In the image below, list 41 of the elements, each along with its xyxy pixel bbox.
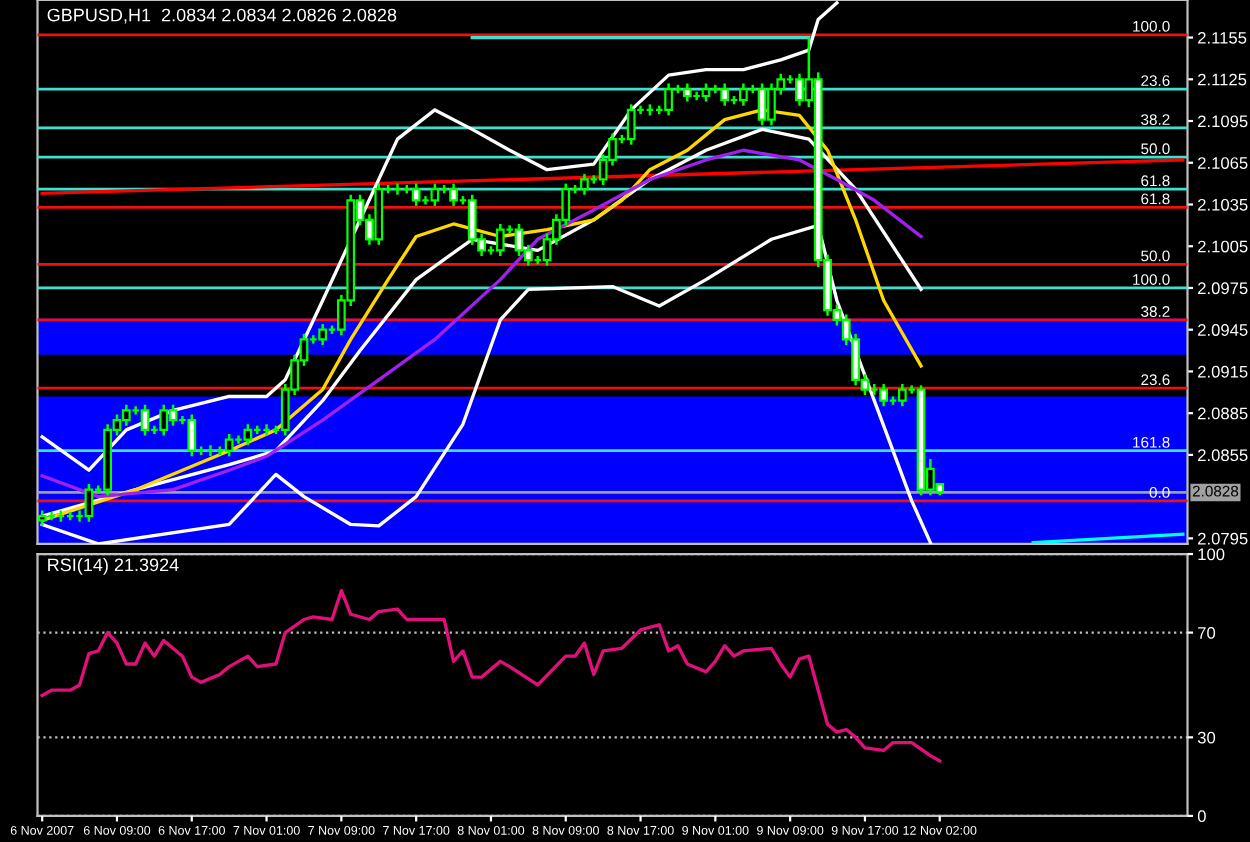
candlestick [879,382,889,408]
chart-title: RSI(14) 21.3924 [48,557,179,575]
y-tick-label: 2.1065 [1198,157,1248,169]
candlestick [243,423,253,447]
candlestick [224,432,234,458]
candlestick [701,82,711,103]
y-tick-label: 2.0855 [1198,449,1248,462]
candlestick [580,172,589,197]
y-tick-label: 2.1095 [1198,115,1248,128]
candlestick [720,82,730,107]
y-tick-label: 2.1155 [1198,31,1247,44]
y-tick-label: 2.0945 [1198,324,1248,336]
candlestick [897,382,907,408]
y-tick-label: 2.1005 [1198,240,1248,253]
candlestick [318,322,328,347]
candlestick [411,182,421,208]
candlestick [159,403,169,437]
candlestick [682,82,692,103]
candlestick [739,82,748,107]
candlestick [430,182,440,208]
candlestick [140,403,150,437]
candlestick [664,82,673,117]
y-tick-label: 2.0915 [1198,365,1248,378]
candlestick [449,182,458,208]
y-tick-label: 70 [1198,627,1216,639]
chart-title: GBPUSD,H1 2.0834 2.0834 2.0826 2.0828 [47,8,397,24]
y-tick-label: 2.1035 [1198,198,1248,211]
candlestick [626,103,636,146]
candlestick [121,403,131,427]
line-series [40,589,942,763]
y-tick-label: 30 [1197,731,1216,744]
line-series [40,1,839,472]
y-tick-label: 2.1125 [1198,73,1247,86]
candlestick [84,482,94,523]
candlestick [187,413,197,458]
y-tick-label: 2.0885 [1198,407,1248,420]
candlestick [495,222,505,258]
y-tick-label: 0 [1197,810,1206,823]
y-tick-label: 2.0795 [1198,532,1248,545]
y-tick-label: 100 [1198,548,1225,561]
y-tick-label: 2.0975 [1198,282,1248,295]
